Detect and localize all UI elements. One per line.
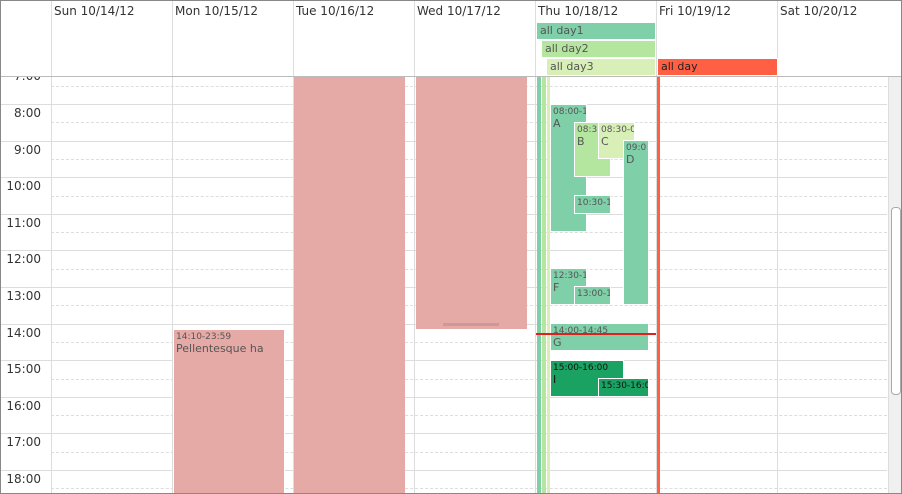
time-label: 17:00 (6, 435, 41, 450)
block (535, 77, 536, 493)
event[interactable]: 15:30-16:00 (598, 378, 649, 397)
half-hour-line (51, 378, 887, 380)
block: 08:30-0 (601, 125, 635, 135)
block: 09:0 (626, 143, 647, 153)
time-label: 18:00 (6, 472, 41, 486)
event[interactable]: 14:00-14:45 G (550, 323, 649, 351)
day-header[interactable]: Thu 10/18/12 (538, 4, 619, 18)
time-label: 15:00 (6, 362, 41, 377)
block (293, 77, 294, 493)
block (536, 333, 656, 335)
time-label: 13:00 (6, 289, 41, 303)
day-header[interactable]: Sat 10/20/12 (780, 4, 858, 18)
day-header[interactable]: Wed 10/17/12 (417, 4, 501, 18)
event[interactable]: 13:00-1 (574, 286, 611, 305)
block: A (553, 117, 561, 130)
hour-line (1, 396, 887, 398)
block: 14:10-23:59 (176, 332, 232, 342)
time-grid: 7:00 8:00 9:00 10:00 11:00 12:00 13:00 14:00 15:… (1, 77, 901, 493)
time-label: 10:00 (6, 179, 41, 194)
block: 08:00-1 (553, 107, 587, 117)
block (51, 1, 52, 76)
hour-line (1, 360, 887, 362)
all-day-event[interactable]: all day2 (541, 40, 656, 58)
block: B (577, 135, 585, 148)
block: C (601, 135, 609, 148)
half-hour-line (51, 488, 887, 490)
all-day-event[interactable]: all day (657, 58, 778, 76)
block (51, 77, 52, 493)
day-header[interactable]: Tue 10/16/12 (296, 4, 375, 18)
block: 12:30-1 (553, 271, 587, 281)
time-label: 12:00 (6, 252, 41, 267)
time-label: 14:00 (6, 325, 41, 340)
time-label: 11:00 (6, 215, 41, 230)
block: 15:00-16:00 (553, 363, 609, 373)
day-header[interactable]: Fri 10/19/12 (659, 4, 732, 18)
event[interactable] (294, 77, 405, 493)
block (537, 77, 541, 493)
block: 10:30-1 (577, 198, 611, 208)
day-header[interactable]: Mon 10/15/12 (175, 4, 259, 18)
scrollbar[interactable] (888, 77, 901, 493)
block: Pellentesque ha (176, 342, 264, 355)
block (443, 323, 499, 326)
block: D (626, 153, 635, 166)
time-label: 9:00 (14, 142, 41, 157)
block (414, 77, 415, 493)
header: Sun 10/14/12 Mon 10/15/12 Tue 10/16/12 W… (1, 1, 901, 77)
block (172, 1, 173, 76)
hour-line (1, 433, 887, 435)
all-day-event[interactable]: all day1 (536, 22, 656, 40)
half-hour-line (51, 415, 887, 417)
time-label: 7:00 (1, 77, 41, 83)
block: 15:30-16:00 (601, 381, 648, 391)
block (542, 77, 546, 493)
block (535, 1, 536, 76)
event[interactable]: 09:0 D (623, 140, 649, 305)
block (547, 77, 550, 493)
event[interactable]: 10:30-1 (574, 195, 611, 214)
hour-line (1, 470, 887, 471)
time-label: 16:00 (6, 398, 41, 413)
block (777, 1, 778, 76)
block (172, 77, 173, 493)
block: 14:00-14:45 (553, 326, 609, 336)
block: F (553, 281, 560, 294)
event[interactable]: 14:10-23:59 Pellentesque ha (173, 329, 285, 493)
block (293, 1, 294, 76)
block: G (553, 336, 562, 349)
block (656, 1, 657, 76)
block (414, 1, 415, 76)
block: I (553, 373, 557, 386)
event[interactable] (416, 77, 527, 330)
block (656, 77, 657, 493)
block (657, 77, 660, 493)
day-header[interactable]: Sun 10/14/12 (54, 4, 135, 18)
time-label: 8:00 (14, 106, 41, 120)
block (777, 77, 778, 493)
all-day-event[interactable]: all day3 (546, 58, 656, 76)
half-hour-line (51, 341, 887, 343)
block (891, 207, 901, 395)
half-hour-line (51, 451, 887, 453)
block: 13:00-1 (577, 289, 611, 299)
block: 08:3 (577, 125, 598, 135)
